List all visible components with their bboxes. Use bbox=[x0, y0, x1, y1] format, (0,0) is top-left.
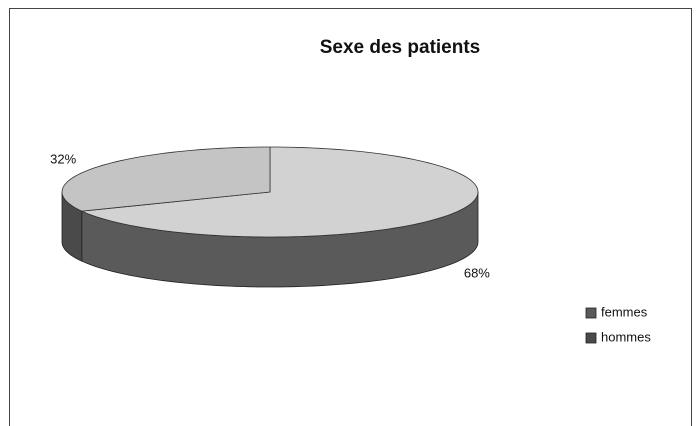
pie-slice bbox=[61, 146, 271, 212]
legend-swatch bbox=[585, 307, 597, 319]
legend-label: femmes bbox=[601, 304, 648, 319]
legend-swatch bbox=[585, 332, 597, 344]
data-label: 68% bbox=[464, 266, 490, 281]
pie-slice bbox=[80, 146, 479, 238]
chart-title: Sexe des patients bbox=[320, 37, 481, 58]
data-label: 32% bbox=[50, 151, 76, 166]
legend-label: hommes bbox=[601, 329, 651, 344]
